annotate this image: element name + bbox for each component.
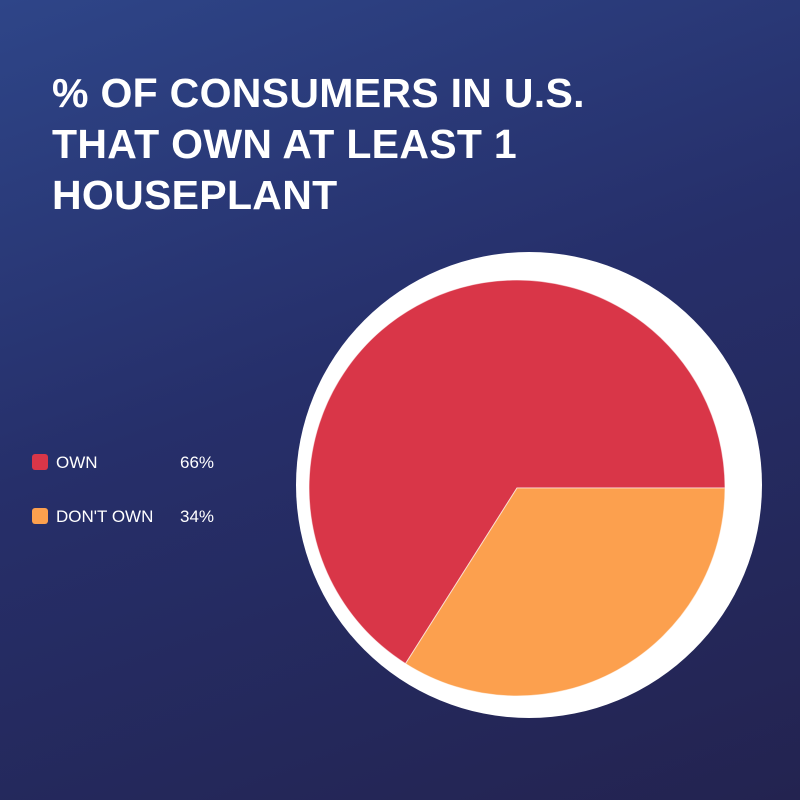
legend-label-own: OWN — [56, 453, 98, 472]
legend-swatch-dont-own — [32, 508, 48, 524]
legend-swatch-own — [32, 454, 48, 470]
legend-label-dont-own: DON'T OWN — [56, 507, 154, 526]
pie-slice-own — [308, 279, 726, 665]
chart-legend: OWN 66% DON'T OWN 34% — [32, 450, 252, 558]
legend-item-own: OWN 66% — [32, 450, 252, 476]
legend-value-dont-own: 34% — [180, 507, 215, 526]
legend-value-own: 66% — [180, 453, 215, 472]
pie-slice-don-t-own — [404, 487, 726, 697]
chart-title: % OF CONSUMERS IN U.S. THAT OWN AT LEAST… — [52, 70, 585, 218]
legend-item-dont-own: DON'T OWN 34% — [32, 504, 252, 530]
